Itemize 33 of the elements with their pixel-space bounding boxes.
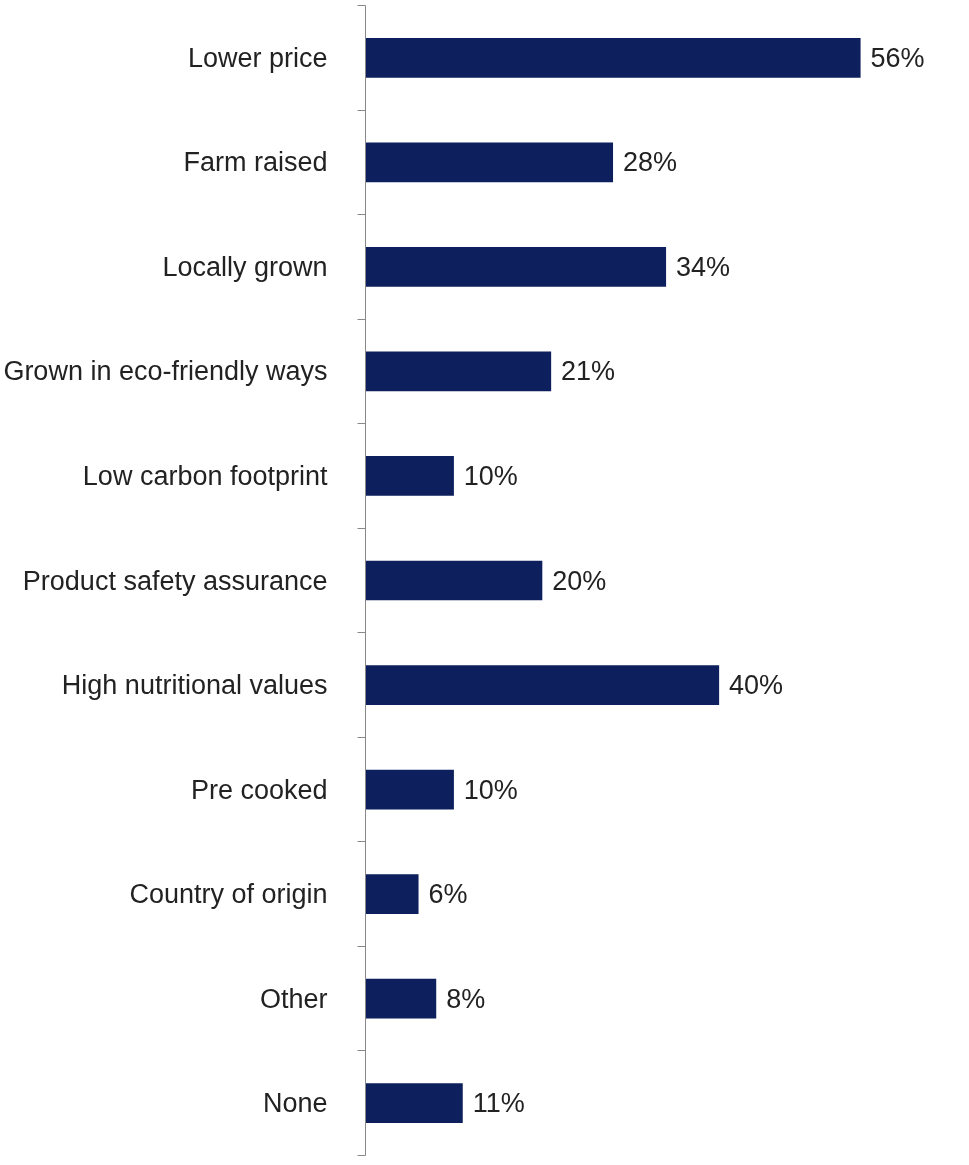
- bar: [365, 978, 437, 1019]
- data-label: 40%: [729, 670, 784, 701]
- data-label: 20%: [552, 565, 607, 596]
- y-tick-label: Locally grown: [162, 251, 328, 282]
- y-tick-label: Farm raised: [183, 147, 328, 178]
- bar: [365, 247, 667, 287]
- bar: [365, 874, 419, 914]
- y-tick-label: Country of origin: [129, 879, 328, 910]
- y-tick-label: High nutritional values: [61, 670, 328, 701]
- bar: [365, 560, 543, 601]
- bar: [365, 1083, 463, 1124]
- y-tick-label: Pre cooked: [190, 774, 328, 805]
- y-tick-label: Product safety assurance: [22, 565, 328, 596]
- bar: [365, 456, 454, 496]
- data-label: 10%: [463, 460, 518, 491]
- bar: [365, 769, 454, 810]
- y-tick-label: Other: [259, 983, 328, 1014]
- bar: [365, 37, 861, 78]
- data-label: 21%: [561, 356, 616, 387]
- data-label: 11%: [472, 1088, 525, 1119]
- data-label: 8%: [446, 983, 486, 1014]
- data-label: 56%: [870, 42, 925, 73]
- data-label: 10%: [463, 774, 518, 805]
- y-tick-label: None: [262, 1088, 328, 1119]
- bar: [365, 351, 552, 392]
- bar: [365, 665, 720, 705]
- y-tick-label: Low carbon footprint: [82, 460, 328, 491]
- bar: [365, 142, 614, 183]
- data-label: 6%: [428, 879, 468, 910]
- data-label: 34%: [675, 251, 731, 282]
- y-tick-label: Grown in eco-friendly ways: [3, 356, 328, 387]
- data-label: 28%: [622, 147, 677, 178]
- y-tick-label: Lower price: [187, 42, 328, 73]
